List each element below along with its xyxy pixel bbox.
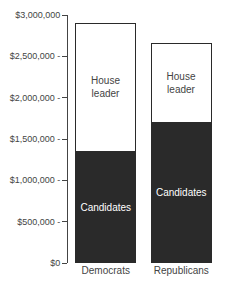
svg-text:$2,500,000 -: $2,500,000 - <box>10 51 61 61</box>
svg-text:Candidates: Candidates <box>80 202 131 213</box>
svg-text:Democrats: Democrats <box>82 265 130 276</box>
svg-text:Houseleader: Houseleader <box>167 71 196 95</box>
svg-text:$2,000,000 -: $2,000,000 - <box>10 93 61 103</box>
svg-text:$500,000 -: $500,000 - <box>17 217 60 227</box>
svg-text:$1,000,000 -: $1,000,000 - <box>10 175 61 185</box>
svg-text:$0: $0 <box>50 258 60 268</box>
svg-text:Houseleader: Houseleader <box>91 75 120 99</box>
svg-text:Candidates: Candidates <box>156 187 207 198</box>
svg-text:$3,000,000: $3,000,000 <box>15 10 60 20</box>
svg-text:Republicans: Republicans <box>154 265 209 276</box>
svg-text:$1,500,000 -: $1,500,000 - <box>10 134 61 144</box>
